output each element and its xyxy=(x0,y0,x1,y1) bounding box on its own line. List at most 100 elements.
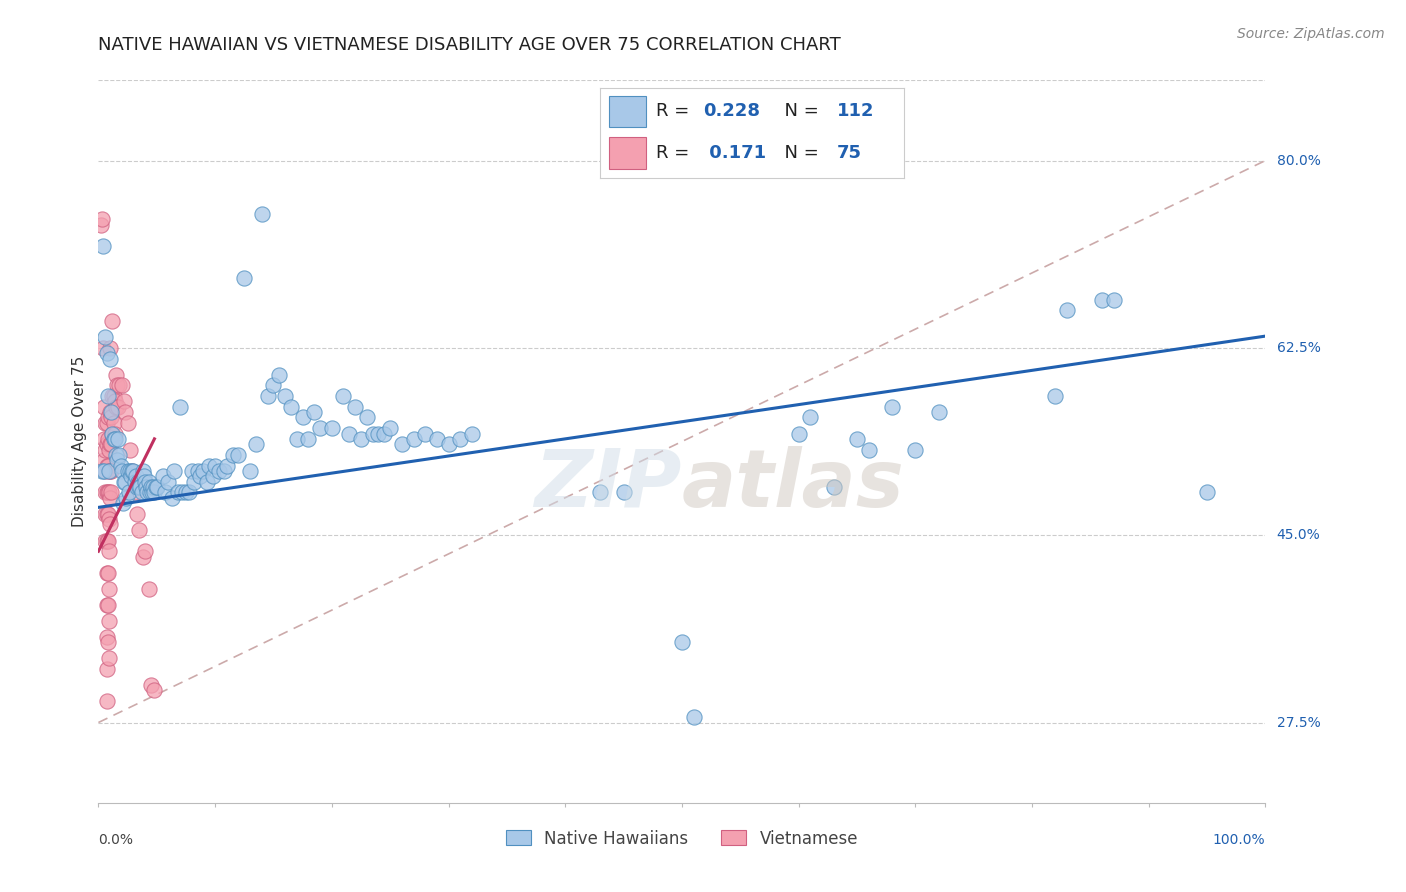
Point xyxy=(125,469,148,483)
Point xyxy=(304,405,326,419)
Point xyxy=(146,480,169,494)
Point xyxy=(437,437,460,451)
Point xyxy=(250,207,273,221)
Point xyxy=(1045,389,1067,403)
Point xyxy=(131,485,153,500)
Point xyxy=(97,485,120,500)
Point xyxy=(96,630,118,644)
Point xyxy=(112,475,135,489)
Point xyxy=(94,464,117,478)
Point xyxy=(91,341,114,355)
Point xyxy=(97,507,120,521)
Point xyxy=(344,400,367,414)
Point xyxy=(97,464,120,478)
Text: 80.0%: 80.0% xyxy=(1277,153,1320,168)
Point xyxy=(118,464,141,478)
Point xyxy=(163,464,186,478)
Point xyxy=(179,485,201,500)
Point xyxy=(350,432,373,446)
Point xyxy=(107,400,129,414)
Point xyxy=(391,437,413,451)
Point xyxy=(96,533,118,548)
Point xyxy=(153,485,176,500)
Point xyxy=(97,582,120,596)
Point xyxy=(101,426,124,441)
Text: NATIVE HAWAIIAN VS VIETNAMESE DISABILITY AGE OVER 75 CORRELATION CHART: NATIVE HAWAIIAN VS VIETNAMESE DISABILITY… xyxy=(98,36,841,54)
Point xyxy=(280,400,302,414)
Point xyxy=(101,314,124,328)
Point xyxy=(107,432,129,446)
Point xyxy=(93,400,115,414)
Point xyxy=(97,598,120,612)
Point xyxy=(201,469,224,483)
Point xyxy=(100,410,122,425)
Point xyxy=(361,426,384,441)
Point xyxy=(245,437,267,451)
Text: atlas: atlas xyxy=(682,446,904,524)
Text: 62.5%: 62.5% xyxy=(1277,341,1320,355)
Point xyxy=(858,442,880,457)
Point xyxy=(97,410,120,425)
Point xyxy=(129,480,152,494)
Point xyxy=(139,678,162,692)
Point xyxy=(96,416,118,430)
Y-axis label: Disability Age Over 75: Disability Age Over 75 xyxy=(72,356,87,527)
Point xyxy=(1056,303,1078,318)
Point xyxy=(356,410,378,425)
Point xyxy=(337,426,360,441)
Point xyxy=(110,458,132,473)
Point xyxy=(262,378,284,392)
Point xyxy=(97,566,120,580)
Point xyxy=(104,394,127,409)
Point xyxy=(160,491,183,505)
Point xyxy=(118,442,141,457)
Point xyxy=(94,485,117,500)
Point xyxy=(132,549,155,564)
Point xyxy=(105,453,128,467)
Point xyxy=(143,485,166,500)
Point xyxy=(98,464,121,478)
Point xyxy=(373,426,395,441)
Point xyxy=(461,426,484,441)
Point xyxy=(139,485,162,500)
Point xyxy=(97,458,120,473)
Point xyxy=(215,458,238,473)
Point xyxy=(823,480,845,494)
Point xyxy=(426,432,449,446)
Point xyxy=(104,448,127,462)
Point xyxy=(228,448,250,462)
Point xyxy=(134,544,156,558)
Point xyxy=(671,635,693,649)
Point xyxy=(111,378,134,392)
Point xyxy=(93,453,115,467)
Point xyxy=(138,475,160,489)
Point xyxy=(104,432,127,446)
Point xyxy=(108,378,131,392)
Point xyxy=(138,582,160,596)
Point xyxy=(96,662,118,676)
Point xyxy=(221,448,243,462)
Point xyxy=(96,485,118,500)
Point xyxy=(121,464,143,478)
Point xyxy=(124,475,146,489)
Point xyxy=(98,437,121,451)
Point xyxy=(115,491,138,505)
Point xyxy=(128,480,150,494)
Point xyxy=(274,389,297,403)
Point xyxy=(94,533,117,548)
Point xyxy=(90,218,112,232)
Point xyxy=(846,432,869,446)
Point xyxy=(589,485,612,500)
Point xyxy=(101,389,124,403)
Point xyxy=(97,544,120,558)
Point xyxy=(91,239,114,253)
Point xyxy=(96,598,118,612)
Point xyxy=(98,341,121,355)
Point xyxy=(187,464,209,478)
Point xyxy=(90,464,112,478)
Point xyxy=(94,416,117,430)
Text: 100.0%: 100.0% xyxy=(1213,833,1265,847)
Point xyxy=(321,421,343,435)
Point xyxy=(97,614,120,628)
Point xyxy=(97,533,120,548)
